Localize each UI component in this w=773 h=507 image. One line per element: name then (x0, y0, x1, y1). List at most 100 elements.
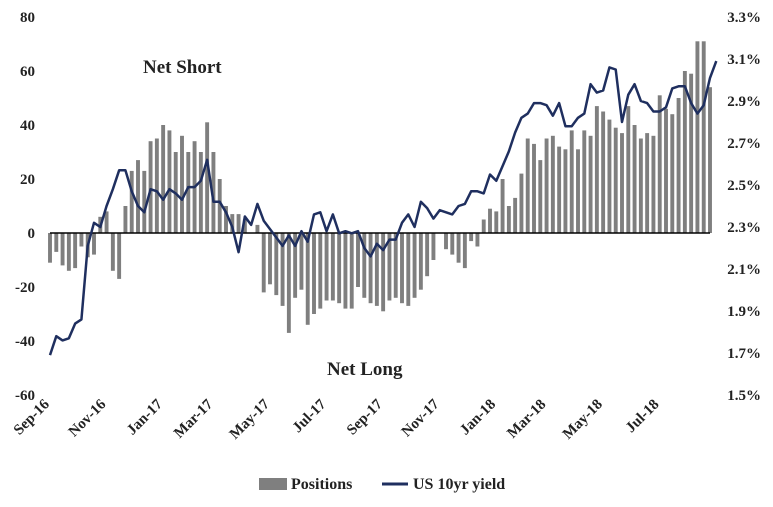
positions-bar (312, 233, 316, 314)
positions-bar (337, 233, 342, 304)
right-tick-label: 2.1% (727, 262, 761, 278)
right-tick-label: 2.9% (727, 94, 761, 110)
x-tick-label: Sep-17 (344, 396, 386, 438)
positions-bar (299, 233, 304, 290)
positions-bar (626, 106, 631, 233)
positions-bar (569, 130, 574, 233)
positions-bar (117, 233, 122, 279)
left-tick-label: 40 (20, 118, 35, 134)
x-tick-label: Nov-16 (66, 396, 110, 440)
legend: Positions US 10yr yield (259, 476, 505, 493)
positions-bar (488, 208, 492, 233)
positions-bar (494, 211, 499, 233)
x-tick-label: Mar-18 (504, 397, 549, 442)
positions-bar (557, 146, 562, 233)
positions-bar (205, 122, 210, 233)
legend-positions-swatch (259, 478, 287, 490)
x-axis-ticks: Sep-16 Nov-16 Jan-17 Mar-17 May-17 Jul-17 Sep-… (11, 396, 663, 442)
positions-bar (657, 95, 662, 233)
positions-bar (293, 233, 298, 298)
positions-bar (676, 98, 681, 233)
positions-bar (318, 233, 323, 309)
positions-bar (563, 149, 568, 233)
positions-bar (224, 206, 228, 233)
positions-bar (682, 71, 687, 233)
positions-bar (601, 111, 606, 233)
positions-bar (381, 233, 386, 312)
right-axis-ticks: 3.3% 3.1% 2.9% 2.7% 2.5% 2.3% 2.1% 1.9% 1.7% 1.5% (727, 10, 761, 404)
positions-bar (186, 152, 191, 233)
positions-bar (544, 138, 549, 233)
positions-bar (217, 179, 222, 233)
positions-bar (161, 125, 166, 233)
positions-bar (211, 152, 216, 233)
left-tick-label: -20 (15, 280, 35, 296)
right-tick-label: 2.5% (727, 178, 761, 194)
positions-bar (368, 233, 373, 304)
left-tick-label: 60 (20, 64, 35, 80)
positions-bar (198, 152, 203, 233)
positions-bar (356, 233, 360, 287)
right-tick-label: 1.7% (727, 346, 761, 362)
positions-bar (695, 41, 700, 233)
x-tick-label: May-18 (560, 397, 606, 443)
positions-bar (588, 135, 593, 233)
x-tick-label: Jul-18 (623, 397, 663, 437)
x-tick-label: Jan-18 (457, 397, 499, 439)
positions-bar (110, 233, 115, 271)
positions-bar (180, 135, 184, 233)
right-tick-label: 1.5% (727, 388, 761, 404)
positions-bar (261, 233, 266, 293)
positions-bar (387, 233, 392, 301)
x-tick-label: May-17 (227, 396, 273, 442)
positions-bar (670, 114, 675, 233)
positions-bar (538, 160, 543, 233)
positions-bar (582, 130, 587, 233)
right-tick-label: 3.3% (727, 10, 761, 26)
positions-bar (123, 206, 128, 233)
positions-bar (104, 211, 109, 233)
positions-bar (406, 233, 411, 306)
positions-bar (136, 160, 140, 233)
positions-bar (60, 233, 65, 266)
positions-bar (343, 233, 348, 309)
annotation-net-short: Net Short (143, 57, 222, 78)
positions-bar (142, 170, 147, 233)
positions-bar (330, 233, 335, 301)
positions-bar (525, 138, 530, 233)
positions-bar (506, 206, 511, 233)
positions-bar (79, 233, 84, 247)
positions-bar (362, 233, 367, 298)
left-tick-label: -60 (15, 388, 35, 404)
positions-bar (519, 173, 524, 233)
positions-bar (689, 73, 694, 233)
positions-bar (92, 233, 96, 255)
legend-positions-label: Positions (291, 476, 352, 493)
positions-bar (129, 170, 134, 233)
right-tick-label: 2.7% (727, 136, 761, 152)
left-tick-label: 80 (20, 10, 35, 26)
positions-bar (607, 119, 612, 233)
left-tick-label: 20 (20, 172, 35, 188)
left-axis-ticks: 80 60 40 20 0 -20 -40 -60 (15, 10, 35, 404)
positions-bar (431, 233, 436, 260)
positions-bar (469, 233, 474, 242)
positions-bar (513, 197, 518, 233)
positions-bar (400, 233, 404, 304)
legend-yield-label: US 10yr yield (413, 476, 505, 493)
positions-bar (374, 233, 379, 306)
positions-bar (532, 143, 536, 233)
positions-bar (475, 233, 480, 247)
right-tick-label: 3.1% (727, 52, 761, 68)
positions-bar (425, 233, 430, 277)
annotation-net-long: Net Long (327, 359, 403, 380)
positions-bar (456, 233, 461, 263)
positions-bar (594, 106, 599, 233)
left-tick-label: -40 (15, 334, 35, 350)
x-tick-label: Mar-17 (171, 396, 216, 441)
positions-bar (236, 214, 241, 233)
positions-bar (613, 127, 618, 233)
positions-bar (412, 233, 417, 298)
positions-bar (154, 138, 159, 233)
positions-bar (255, 224, 260, 233)
